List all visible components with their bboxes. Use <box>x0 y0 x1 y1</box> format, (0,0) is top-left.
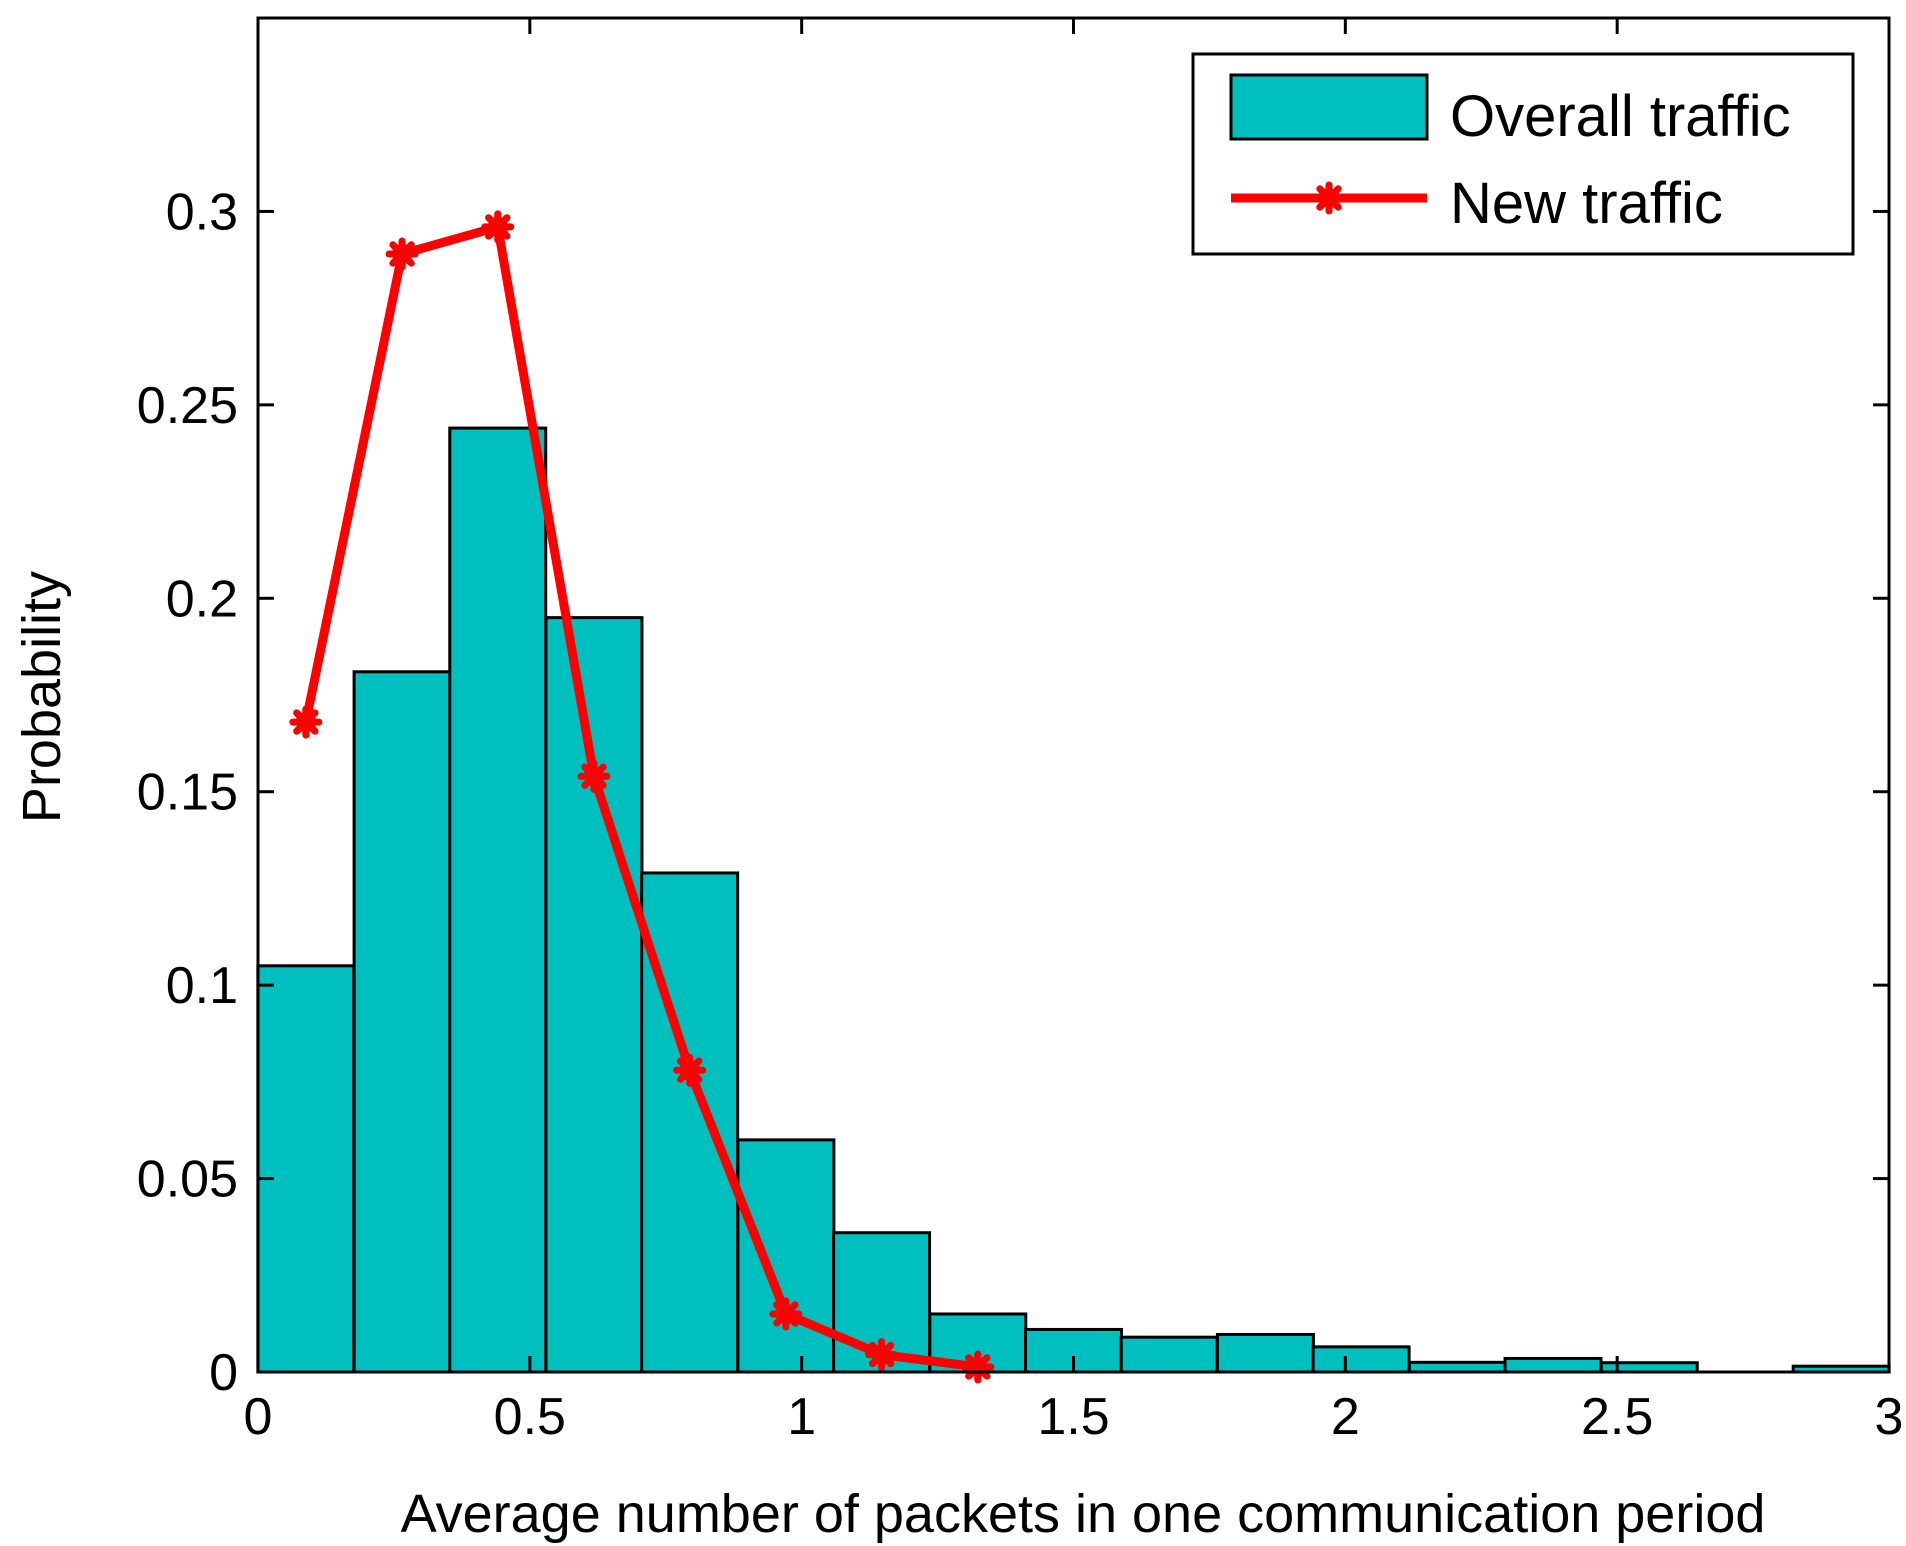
histogram-bar <box>1311 1345 1411 1374</box>
new-traffic-marker <box>865 1338 899 1372</box>
y-axis-label: Probability <box>12 571 72 823</box>
x-tick-label: 0 <box>244 1388 273 1446</box>
y-tick-label: 0.3 <box>166 183 238 241</box>
x-tick-label: 2.5 <box>1581 1388 1653 1446</box>
histogram-bar <box>1215 1332 1315 1374</box>
y-tick-label: 0 <box>209 1344 238 1402</box>
y-tick-label: 0.2 <box>166 570 238 628</box>
x-axis-label: Average number of packets in one communi… <box>401 1484 1766 1544</box>
x-tick-label: 0.5 <box>494 1388 566 1446</box>
y-tick-label: 0.05 <box>137 1151 238 1209</box>
new-traffic-marker <box>577 759 611 793</box>
x-tick-label: 1 <box>787 1388 816 1446</box>
new-traffic-marker <box>481 210 515 244</box>
histogram-bar <box>544 616 644 1374</box>
y-tick-label: 0.25 <box>137 377 238 435</box>
x-tick-label: 3 <box>1875 1388 1904 1446</box>
new-traffic-marker <box>961 1350 995 1384</box>
new-traffic-marker <box>769 1297 803 1331</box>
histogram-bar <box>1119 1335 1219 1374</box>
histogram-bars <box>256 426 1891 1374</box>
new-traffic-marker <box>385 237 419 271</box>
y-tick-label: 0.1 <box>166 957 238 1015</box>
legend-star-marker <box>1312 181 1346 215</box>
legend-label-overall-traffic: Overall traffic <box>1450 84 1791 149</box>
tick-labels: 0 0.5 1 1.5 2 2.5 3 0 0.05 0.1 0.15 0.2 0.25 0.3 <box>137 183 1904 1446</box>
new-traffic-line-layer <box>289 210 995 1384</box>
legend: Overall traffic New traffic <box>1191 52 1855 256</box>
histogram-bar <box>256 964 356 1374</box>
legend-marker-new-traffic <box>1312 181 1346 215</box>
legend-label-new-traffic: New traffic <box>1450 171 1723 236</box>
new-traffic-marker <box>673 1053 707 1087</box>
histogram-bar <box>352 670 452 1374</box>
histogram-bar <box>736 1138 836 1374</box>
new-traffic-marker <box>289 705 323 739</box>
y-tick-label: 0.15 <box>137 764 238 822</box>
histogram-bar <box>928 1312 1028 1374</box>
axis-ticks <box>256 18 1891 1374</box>
histogram-bar <box>640 871 740 1374</box>
x-tick-label: 2 <box>1331 1388 1360 1446</box>
x-tick-label: 1.5 <box>1037 1388 1109 1446</box>
histogram-bar <box>448 426 548 1374</box>
new-traffic-line <box>301 222 979 1372</box>
histogram-bar <box>1503 1356 1603 1374</box>
legend-swatch-overall-traffic <box>1229 73 1429 141</box>
